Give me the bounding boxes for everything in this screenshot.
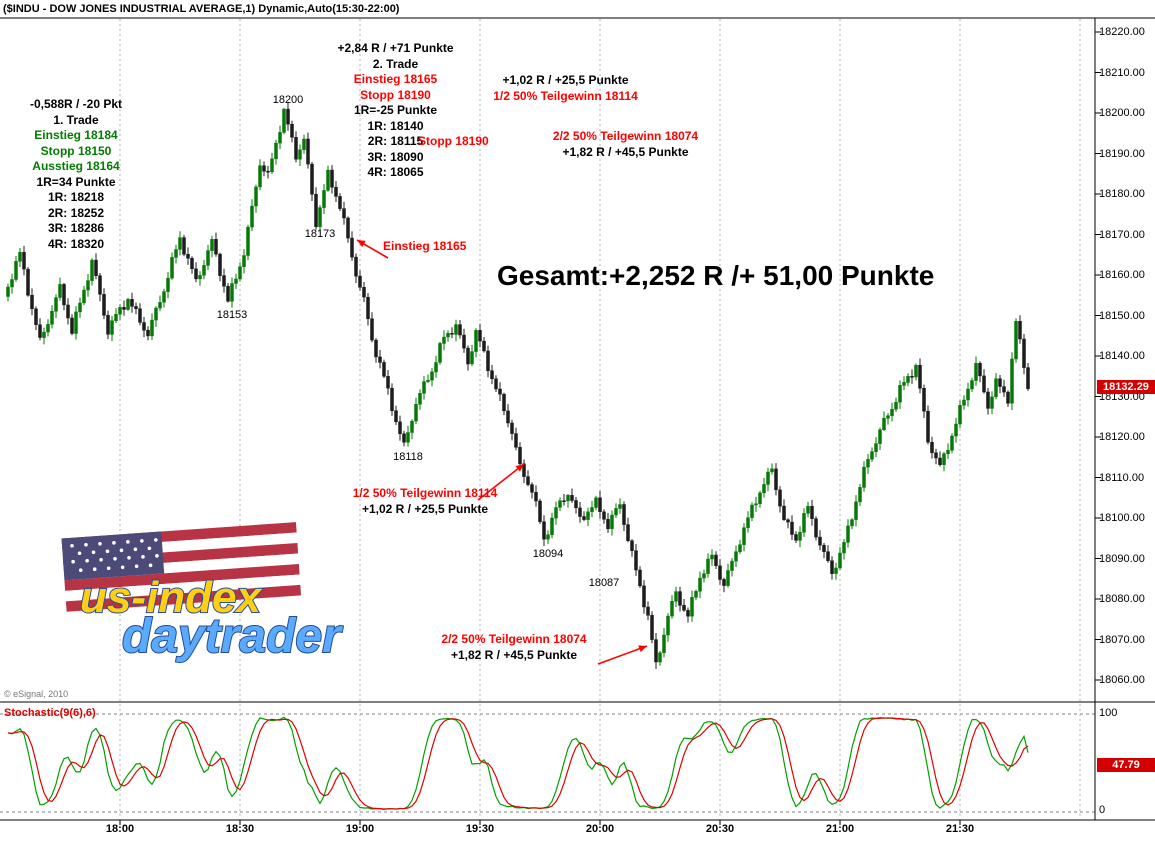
price-axis-label: 18140.00: [1099, 350, 1145, 362]
price-axis-label: 18070.00: [1099, 633, 1145, 646]
annotation-line: Stopp 18150: [40, 143, 112, 158]
price-axis-label: 18110.00: [1099, 471, 1145, 484]
annotation-teilgewinn2: 2/2 50% Teilgewinn 18074 +1,82 R / +45,5 …: [419, 632, 609, 663]
annotation-arrows: [356, 239, 648, 665]
annotation-line: Einstieg 18184: [34, 128, 118, 142]
time-axis-label: 20:00: [585, 823, 615, 835]
time-axis-label: 21:30: [945, 823, 975, 835]
swing-price-label: 18200: [272, 94, 304, 106]
price-axis-label: 18160.00: [1099, 269, 1145, 281]
stochastic-label: Stochastic(9(6),6): [4, 707, 96, 719]
annotation-line: 2R: 18252: [47, 205, 105, 220]
annotation-line: 2. Trade: [372, 56, 419, 71]
price-axis-label: 18180.00: [1099, 188, 1145, 200]
annotation-line: 1. Trade: [53, 112, 99, 127]
watermark-logo: us-index daytrader: [61, 522, 344, 664]
annotation-line: +1,82 R / +45,5 Punkte: [450, 647, 578, 662]
annotation-line: 2/2 50% Teilgewinn 18074: [552, 129, 699, 143]
annotation-line: Stopp 18190: [360, 87, 431, 102]
annotation-trade2: +2,84 R / +71 Punkte 2. Trade Einstieg 181…: [318, 41, 473, 181]
annotation-stopp-18190: Stopp 18190: [418, 134, 489, 148]
swing-price-label: 18087: [588, 576, 620, 589]
time-axis-label: 21:00: [825, 823, 855, 835]
annotation-line: 1R=34 Punkte: [36, 174, 116, 189]
window-title: ($INDU - DOW JONES INDUSTRIAL AVERAGE,1)…: [3, 3, 400, 15]
last-price-badge: 18132.29: [1097, 380, 1155, 395]
annotation-line: -0,588R / -20 Pkt: [29, 97, 123, 111]
annotation-line: 2R: 18115: [367, 134, 424, 148]
annotation-line: +1,82 R / +45,5 Punkte: [562, 144, 689, 159]
annotation-profit1-top: +1,02 R / +25,5 Punkte 1/2 50% Teilgewinn…: [453, 73, 678, 104]
time-axis-label: 19:30: [465, 823, 495, 835]
annotation-line: 4R: 18320: [47, 236, 105, 251]
price-axis-label: 18080.00: [1099, 593, 1145, 605]
price-axis-label: 18150.00: [1099, 309, 1145, 322]
annotation-line: 3R: 18090: [367, 149, 424, 164]
swing-price-label: 18118: [393, 451, 423, 464]
swing-price-label: 18094: [532, 548, 564, 561]
copyright-notice: © eSignal, 2010: [4, 689, 69, 699]
annotation-line: Einstieg 18165: [353, 72, 438, 86]
price-axis-label: 18170.00: [1099, 228, 1145, 241]
annotation-gesamt-total: Gesamt:+2,252 R /+ 51,00 Punkte: [497, 260, 935, 291]
watermark-text-1: us-index: [80, 573, 262, 622]
stoch-axis-max-label: 100: [1099, 707, 1118, 719]
price-axis-label: 18190.00: [1099, 147, 1145, 160]
price-axis-label: 18100.00: [1099, 512, 1145, 524]
price-axis-label: 18200.00: [1099, 107, 1145, 119]
swing-price-label: 18173: [304, 228, 336, 241]
gridlines: [0, 19, 1095, 819]
time-axis-label: 20:30: [705, 823, 735, 835]
price-axis-label: 18210.00: [1099, 66, 1145, 79]
annotation-einstieg-18165: Einstieg 18165: [383, 239, 467, 253]
stoch-value-badge: 47.79: [1097, 758, 1155, 773]
annotation-line: 1/2 50% Teilgewinn 18114: [352, 486, 498, 500]
annotation-line: 4R: 18065: [367, 165, 424, 179]
time-axis-label: 18:00: [105, 823, 135, 835]
annotation-line: Ausstieg 18164: [32, 159, 120, 173]
annotation-line: +2,84 R / +71 Punkte: [337, 41, 454, 55]
annotation-line: +1,02 R / +25,5 Punkte: [502, 73, 629, 87]
candlesticks: [6, 102, 1030, 669]
annotation-line: 1R: 18140: [367, 118, 424, 133]
annotation-trade1: -0,588R / -20 Pkt 1. Trade Einstieg 18184 S…: [6, 97, 146, 252]
annotation-line: +1,02 R / +25,5 Punkte: [361, 501, 489, 516]
annotation-line: 2/2 50% Teilgewinn 18074: [441, 632, 587, 646]
panel-borders: [0, 17, 1155, 825]
annotation-teilgewinn1: 1/2 50% Teilgewinn 18114 +1,02 R / +25,5 …: [330, 486, 520, 517]
swing-price-label: 18153: [216, 309, 248, 322]
annotation-line: 1R: 18218: [47, 190, 105, 204]
price-axis-label: 18220.00: [1099, 26, 1145, 38]
annotation-line: 1/2 50% Teilgewinn 18114: [493, 88, 638, 103]
price-axis-label: 18060.00: [1099, 674, 1145, 686]
us-flag-icon: [61, 522, 302, 612]
time-axis-label: 18:30: [225, 823, 255, 835]
stoch-axis-min-label: 0: [1099, 804, 1106, 816]
price-axis-label: 18120.00: [1099, 431, 1145, 443]
annotation-profit2-top: 2/2 50% Teilgewinn 18074 +1,82 R / +45,5 …: [513, 129, 738, 160]
stochastic-lines: [7, 716, 1029, 811]
watermark-text-2: daytrader: [122, 610, 343, 663]
time-axis-label: 19:00: [345, 823, 375, 835]
price-axis-label: 18090.00: [1099, 552, 1145, 565]
annotation-line: 1R=-25 Punkte: [353, 103, 438, 117]
annotation-line: 3R: 18286: [47, 221, 105, 235]
